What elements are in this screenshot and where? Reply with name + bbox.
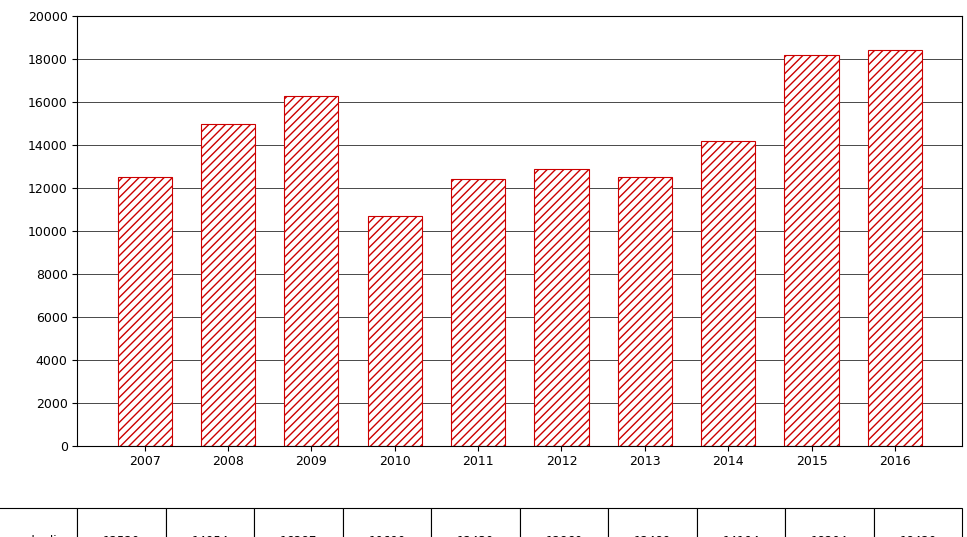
Bar	[867, 50, 922, 446]
Bar	[284, 96, 338, 446]
Bar	[367, 216, 422, 446]
Bar	[784, 55, 838, 446]
Bar	[618, 177, 672, 446]
Bar	[201, 125, 255, 446]
Bar	[535, 170, 589, 446]
Bar	[118, 177, 172, 446]
Bar	[451, 179, 505, 446]
Bar	[701, 141, 755, 446]
